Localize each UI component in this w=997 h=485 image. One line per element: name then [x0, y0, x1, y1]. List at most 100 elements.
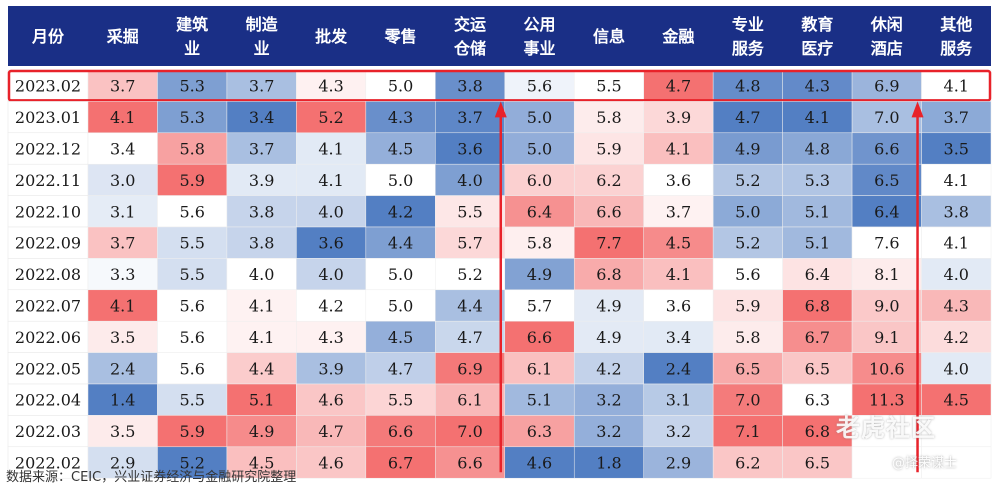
heat-cell	[365, 446, 436, 479]
cell-value: 3.6	[666, 171, 691, 190]
heat-cell	[782, 258, 853, 291]
heat-cell	[921, 132, 992, 165]
cell-value: 5.3	[179, 77, 204, 96]
cell-value: 3.7	[457, 108, 482, 127]
heat-cell	[365, 69, 436, 102]
heat-cell	[573, 415, 644, 448]
cell-value: 5.2	[735, 171, 760, 190]
cell-value: 2.4	[666, 359, 691, 378]
column-header: 采掘	[106, 27, 139, 46]
cell-value: 6.2	[596, 171, 621, 190]
cell-value: 9.1	[874, 328, 899, 347]
heat-cell	[851, 69, 922, 102]
month-cell	[7, 69, 89, 102]
heat-cell	[157, 195, 228, 228]
cell-value: 4.8	[735, 77, 760, 96]
cell-value: 3.9	[249, 171, 274, 190]
cell-value: 6.6	[388, 422, 413, 441]
column-header: 服务	[732, 39, 765, 58]
month-label: 2022.06	[15, 328, 81, 347]
heat-cell	[296, 415, 367, 448]
heat-cell	[921, 69, 992, 102]
column-header: 仓储	[453, 39, 486, 58]
month-label: 2022.09	[15, 234, 81, 253]
heat-cell	[87, 320, 158, 353]
month-cell	[7, 163, 89, 196]
heat-cell	[921, 258, 992, 291]
cell-value: 7.0	[735, 391, 760, 410]
cell-value: 6.4	[874, 202, 899, 221]
heat-cell	[851, 163, 922, 196]
heat-cell	[87, 101, 158, 134]
cell-value: 4.1	[666, 140, 691, 159]
cell-value: 4.1	[318, 140, 343, 159]
cell-value: 4.0	[944, 359, 969, 378]
heat-cell	[296, 320, 367, 353]
heat-cell	[851, 352, 922, 385]
column-header: 零售	[384, 27, 417, 46]
cell-value: 3.6	[457, 140, 482, 159]
cell-value: 5.9	[596, 140, 621, 159]
source-note: 数据来源：CEIC，兴业证券经济与金融研究院整理	[6, 470, 297, 485]
cell-value: 4.5	[388, 328, 413, 347]
heat-cell	[782, 163, 853, 196]
heat-cell	[712, 446, 783, 479]
heat-cell	[573, 320, 644, 353]
cell-value: 4.9	[527, 265, 552, 284]
cell-value: 4.4	[249, 359, 274, 378]
watermark-user: @择荣谋士	[892, 456, 958, 471]
heat-cell	[643, 69, 714, 102]
heat-cell	[921, 383, 992, 416]
cell-value: 3.4	[110, 140, 135, 159]
cell-value: 4.3	[318, 328, 343, 347]
highlight-box	[7, 69, 992, 102]
heat-cell	[226, 415, 297, 448]
cell-value: 3.8	[944, 202, 969, 221]
heat-cell	[435, 195, 506, 228]
cell-value: 3.5	[944, 140, 969, 159]
cell-value: 5.0	[527, 140, 552, 159]
cell-value: 3.1	[666, 391, 691, 410]
heat-cell	[157, 446, 228, 479]
cell-value: 6.2	[735, 454, 760, 473]
heat-cell	[365, 320, 436, 353]
heat-cell	[643, 415, 714, 448]
heat-cell	[573, 258, 644, 291]
month-cell	[7, 415, 89, 448]
heat-cell	[157, 226, 228, 259]
cell-value: 6.4	[805, 265, 830, 284]
heat-cell	[643, 101, 714, 134]
cell-value: 2.9	[110, 454, 135, 473]
cell-value: 4.9	[596, 297, 621, 316]
cell-value: 5.8	[179, 140, 204, 159]
heat-cell	[504, 258, 575, 291]
column-header: 休闲	[870, 15, 903, 34]
cell-value: 5.9	[179, 171, 204, 190]
heat-cell	[87, 69, 158, 102]
heat-cell	[921, 101, 992, 134]
cell-value: 5.0	[388, 265, 413, 284]
cell-value: 7.0	[457, 422, 482, 441]
cell-value: 5.1	[527, 391, 552, 410]
cell-value: 5.1	[805, 234, 830, 253]
heat-cell	[226, 226, 297, 259]
cell-value: 6.5	[874, 171, 899, 190]
cell-value: 4.5	[666, 234, 691, 253]
cell-value: 4.0	[318, 202, 343, 221]
cell-value: 6.7	[388, 454, 413, 473]
cell-value: 1.8	[596, 454, 621, 473]
cell-value: 6.0	[527, 171, 552, 190]
cell-value: 5.9	[735, 297, 760, 316]
cell-value: 5.8	[735, 328, 760, 347]
column-header: 教育	[801, 15, 833, 34]
cell-value: 8.1	[874, 265, 899, 284]
cell-value: 4.2	[388, 202, 413, 221]
heat-cell	[226, 289, 297, 322]
heat-cell	[365, 226, 436, 259]
month-cell	[7, 195, 89, 228]
heat-cell	[782, 195, 853, 228]
heat-cell	[573, 352, 644, 385]
heat-cell	[712, 320, 783, 353]
cell-value: 4.4	[388, 234, 413, 253]
column-header: 批发	[315, 27, 348, 46]
